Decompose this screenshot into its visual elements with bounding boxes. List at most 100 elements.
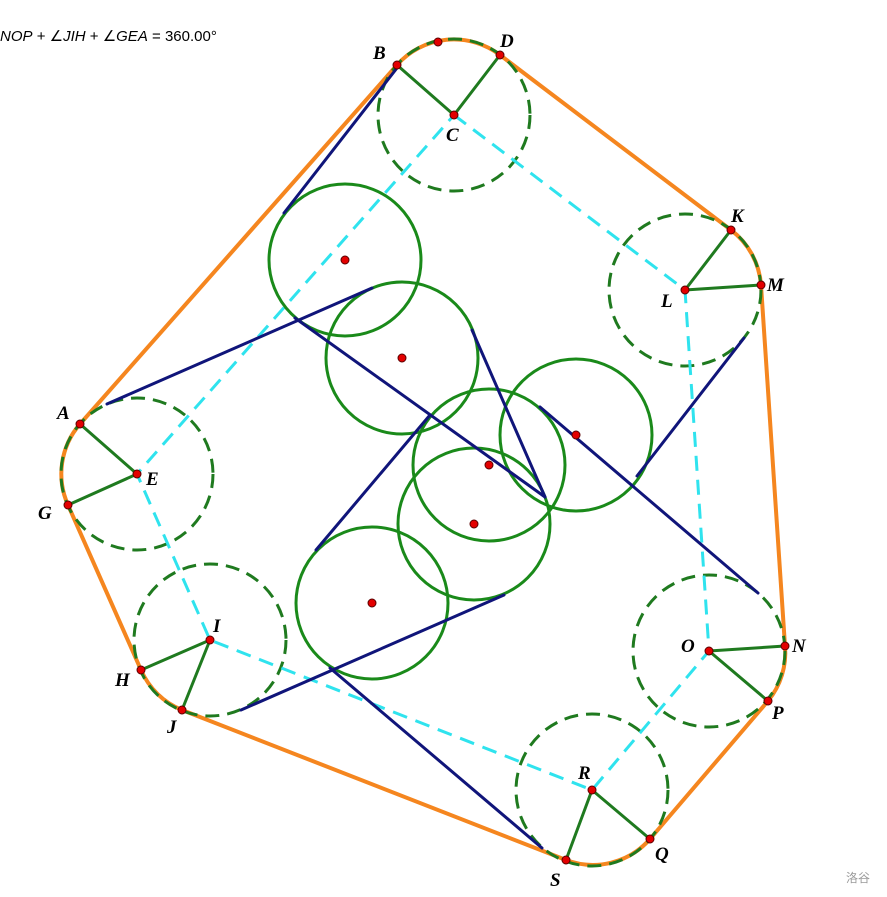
corner-circle-e <box>59 396 215 552</box>
center-inner-4 <box>484 460 494 470</box>
edge-d-k <box>498 53 733 232</box>
point-d <box>495 50 505 60</box>
point-q <box>645 834 655 844</box>
plus-sign-1: + <box>36 28 46 45</box>
label-d: D <box>499 31 514 52</box>
corner-circle-c <box>376 37 532 193</box>
radius-e-a <box>78 422 139 476</box>
point-bd-mid <box>433 37 443 47</box>
radius-i-j <box>180 638 212 712</box>
points <box>63 37 790 865</box>
point-r <box>587 785 597 795</box>
angle-1-name: NOP <box>0 28 33 45</box>
label-g: G <box>38 503 52 524</box>
angle-sum-readout: NOP + ∠JIH + ∠GEA = 360.00° <box>0 27 217 45</box>
point-labels: A B C D E G H I J K L M N O P Q R S <box>38 31 807 891</box>
inner-circles <box>267 182 654 681</box>
radius-c-b <box>395 63 456 117</box>
label-l: L <box>660 291 673 312</box>
radius-e-g <box>66 472 139 507</box>
point-e <box>132 469 142 479</box>
outline-edges <box>66 53 787 862</box>
angle-2-name: JIH <box>63 28 86 45</box>
watermark-text: 洛谷 <box>846 871 871 885</box>
tangent-4 <box>470 328 547 499</box>
inner-circle-3 <box>498 357 654 513</box>
edge-s-j <box>180 708 568 862</box>
center-inner-6 <box>367 598 377 608</box>
point-g <box>63 500 73 510</box>
outline-arcs <box>59 37 788 867</box>
point-n <box>780 641 790 651</box>
center-inner-1 <box>340 255 350 265</box>
radii <box>66 53 787 862</box>
tangent-3 <box>293 316 547 499</box>
inner-circle-4 <box>411 387 567 543</box>
edge-p-q <box>648 699 770 841</box>
radius-c-d <box>452 53 502 117</box>
equals-sign: = <box>152 28 161 45</box>
label-s: S <box>550 870 561 891</box>
point-c <box>449 110 459 120</box>
center-inner-5 <box>469 519 479 529</box>
arc-j-h <box>139 669 183 712</box>
label-o: O <box>681 636 695 657</box>
plus-sign-2: + <box>89 28 99 45</box>
radius-o-p <box>707 649 770 703</box>
radius-l-m <box>683 283 763 292</box>
radius-r-s <box>564 788 594 862</box>
label-k: K <box>730 206 745 227</box>
radius-l-k <box>683 228 733 292</box>
point-l <box>680 285 690 295</box>
tangent-8 <box>239 593 506 712</box>
point-a <box>75 419 85 429</box>
point-h <box>136 665 146 675</box>
label-h: H <box>114 670 131 691</box>
edge-h-g <box>66 503 143 672</box>
edge-m-n <box>759 283 787 648</box>
corner-circle-o <box>631 573 787 729</box>
inner-circle-2 <box>324 280 480 436</box>
tangent-2 <box>105 286 374 406</box>
inner-circle-6 <box>294 525 450 681</box>
angle-sign-3: ∠ <box>102 28 117 45</box>
label-p: P <box>771 703 784 724</box>
corner-circle-l <box>607 212 763 368</box>
label-r: R <box>577 763 591 784</box>
corner-circle-r <box>514 712 670 868</box>
label-q: Q <box>655 844 669 865</box>
center-inner-3 <box>571 430 581 440</box>
label-a: A <box>56 403 70 424</box>
corner-circles <box>59 37 787 868</box>
tangent-segments <box>105 66 760 850</box>
label-j: J <box>166 717 177 738</box>
angle-sign-2: ∠ <box>49 28 64 45</box>
label-i: I <box>212 616 221 637</box>
radius-o-n <box>707 644 787 653</box>
inner-circle-1 <box>267 182 423 338</box>
edge-a-b <box>78 63 399 426</box>
point-o <box>704 646 714 656</box>
point-m <box>756 280 766 290</box>
center-hexagon <box>135 112 711 792</box>
label-b: B <box>372 43 386 64</box>
label-c: C <box>446 125 459 146</box>
tangent-7 <box>314 413 432 552</box>
arc-k-m <box>729 228 763 286</box>
tangent-1 <box>282 66 399 215</box>
point-b <box>392 60 402 70</box>
angle-sum-value: 360.00° <box>164 28 217 45</box>
label-e: E <box>145 469 159 490</box>
center-inner-2 <box>397 353 407 363</box>
corner-circle-i <box>132 562 288 718</box>
label-n: N <box>791 636 807 657</box>
point-i <box>205 635 215 645</box>
point-j <box>177 705 187 715</box>
arc-b-d <box>395 37 502 67</box>
angle-3-name: GEA <box>116 28 148 45</box>
point-p <box>763 696 773 706</box>
point-k <box>726 225 736 235</box>
radius-r-q <box>590 788 652 841</box>
tangent-5 <box>635 336 746 478</box>
